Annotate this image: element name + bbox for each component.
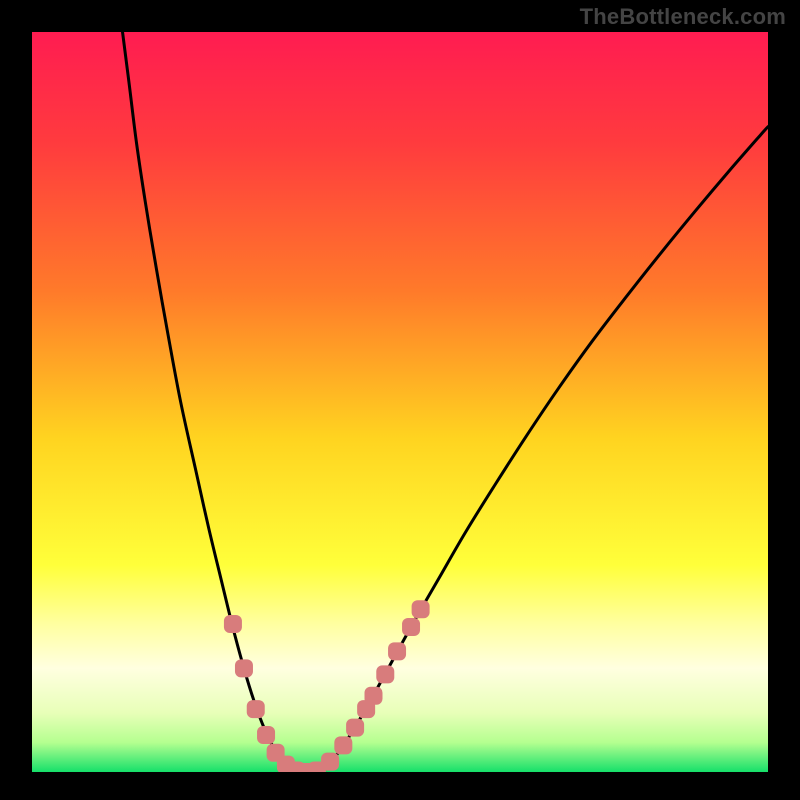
marker-dot	[235, 659, 253, 677]
plot-area	[32, 32, 768, 772]
marker-dot	[224, 615, 242, 633]
marker-dot	[376, 665, 394, 683]
marker-dot	[334, 736, 352, 754]
marker-dot	[388, 642, 406, 660]
watermark-text: TheBottleneck.com	[580, 4, 786, 30]
marker-dot	[257, 726, 275, 744]
marker-dot	[412, 600, 430, 618]
marker-dot	[321, 753, 339, 771]
marker-dot	[402, 618, 420, 636]
chart-root: TheBottleneck.com	[0, 0, 800, 800]
marker-dot	[346, 719, 364, 737]
marker-dot	[247, 700, 265, 718]
gradient-background	[32, 32, 768, 772]
marker-dot	[365, 687, 383, 705]
plot-svg	[32, 32, 768, 772]
